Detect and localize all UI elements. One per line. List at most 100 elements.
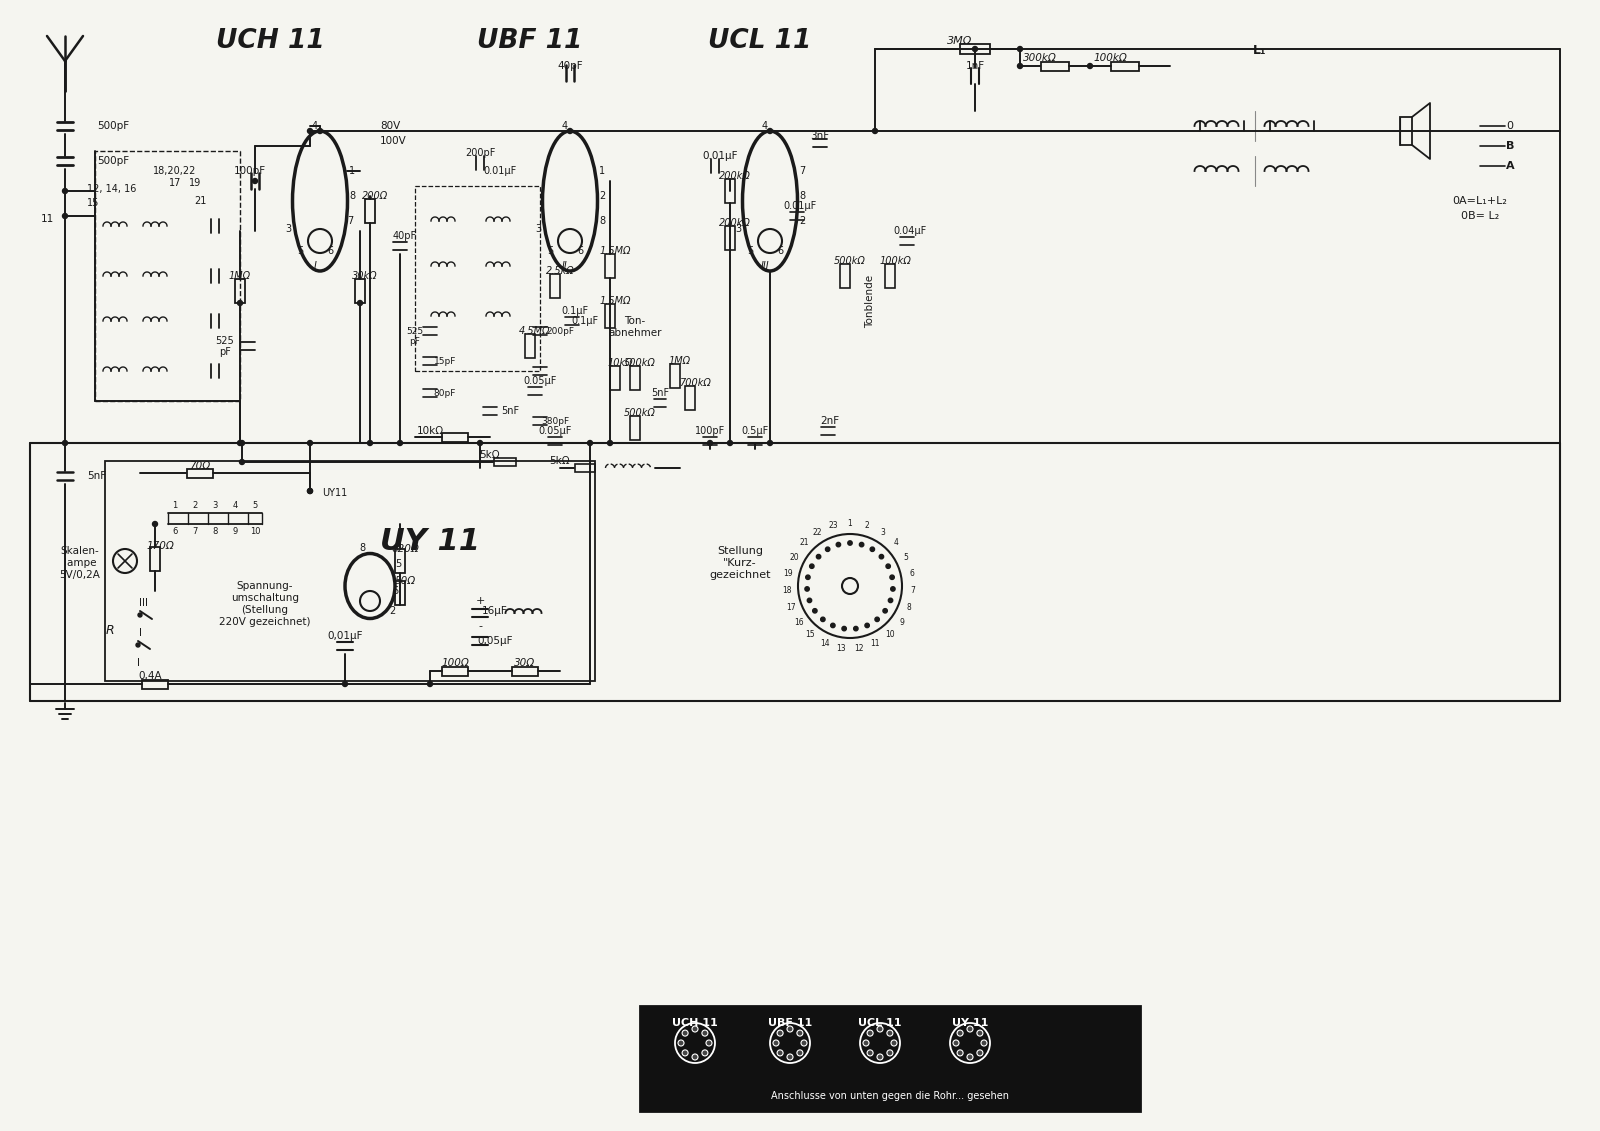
Bar — [574, 464, 595, 472]
Text: 3: 3 — [213, 501, 218, 509]
Circle shape — [62, 440, 67, 446]
Circle shape — [707, 440, 712, 446]
Circle shape — [1018, 63, 1022, 69]
Bar — [960, 44, 990, 54]
Text: 7: 7 — [347, 216, 354, 226]
Text: III: III — [760, 261, 770, 271]
Circle shape — [872, 129, 877, 133]
Circle shape — [253, 179, 258, 183]
Text: 2: 2 — [798, 216, 805, 226]
Circle shape — [1018, 46, 1022, 52]
Text: 0.5μF: 0.5μF — [741, 426, 768, 435]
Text: R: R — [106, 624, 114, 638]
Circle shape — [357, 301, 363, 305]
Text: UCH 11: UCH 11 — [672, 1018, 718, 1028]
Bar — [630, 416, 640, 440]
Text: 100pF: 100pF — [694, 426, 725, 435]
Text: 22: 22 — [813, 528, 822, 537]
Text: L₁: L₁ — [1253, 44, 1267, 58]
Text: 3: 3 — [534, 224, 541, 234]
Text: 6: 6 — [909, 569, 914, 578]
Bar — [235, 279, 245, 303]
Text: 1.5MΩ: 1.5MΩ — [600, 296, 630, 307]
Text: 200Ω: 200Ω — [362, 191, 389, 201]
Text: 10kΩ: 10kΩ — [606, 359, 634, 368]
Text: 16: 16 — [794, 618, 803, 627]
Text: I: I — [136, 658, 139, 668]
Text: 500pF: 500pF — [98, 121, 130, 131]
Text: 7: 7 — [910, 586, 915, 595]
Bar — [442, 666, 467, 675]
Bar — [355, 279, 365, 303]
Text: 100V: 100V — [381, 136, 406, 146]
Text: 19: 19 — [784, 569, 794, 578]
Text: 6: 6 — [326, 247, 333, 256]
Text: 0,01μF: 0,01μF — [328, 631, 363, 641]
Circle shape — [802, 1041, 806, 1046]
Text: 18,20,22: 18,20,22 — [154, 166, 197, 176]
Circle shape — [866, 623, 869, 628]
Circle shape — [787, 1026, 794, 1031]
Text: 0.05μF: 0.05μF — [538, 426, 571, 435]
Text: 2.5kΩ: 2.5kΩ — [546, 266, 574, 276]
Text: 40pF: 40pF — [394, 231, 418, 241]
Text: B: B — [1506, 141, 1514, 152]
Bar — [187, 468, 213, 477]
Text: 2: 2 — [192, 501, 198, 509]
Circle shape — [797, 1030, 803, 1036]
Circle shape — [813, 608, 818, 613]
Text: 200pF: 200pF — [546, 327, 574, 336]
Circle shape — [778, 1050, 782, 1056]
Circle shape — [706, 1041, 712, 1046]
Text: 15: 15 — [86, 198, 99, 208]
Bar — [94, 152, 240, 402]
Text: UY11: UY11 — [322, 487, 347, 498]
Circle shape — [427, 682, 432, 687]
Text: UY 11: UY 11 — [952, 1018, 989, 1028]
Circle shape — [768, 129, 773, 133]
Text: 80pF: 80pF — [434, 389, 456, 397]
Circle shape — [728, 440, 733, 446]
Circle shape — [806, 575, 810, 579]
Text: 0.01μF: 0.01μF — [483, 166, 517, 176]
Text: -: - — [478, 621, 482, 631]
Text: 23: 23 — [829, 521, 838, 529]
Circle shape — [240, 459, 245, 465]
Text: 3: 3 — [285, 224, 291, 234]
Text: 8: 8 — [349, 191, 355, 201]
Circle shape — [805, 587, 810, 592]
Text: 16μF: 16μF — [482, 606, 507, 616]
Text: UCH 11: UCH 11 — [216, 28, 325, 54]
Circle shape — [867, 1050, 874, 1056]
Circle shape — [702, 1050, 707, 1056]
Circle shape — [787, 1054, 794, 1060]
Text: 170Ω: 170Ω — [146, 541, 174, 551]
Text: 6: 6 — [578, 247, 582, 256]
Circle shape — [886, 1050, 893, 1056]
Text: 4: 4 — [312, 121, 318, 131]
Text: A: A — [1506, 161, 1514, 171]
Text: 6: 6 — [392, 586, 398, 596]
Bar — [610, 366, 621, 390]
Text: UCL 11: UCL 11 — [858, 1018, 902, 1028]
Circle shape — [568, 129, 573, 133]
Bar — [550, 274, 560, 297]
Text: 0.01μF: 0.01μF — [784, 201, 816, 211]
Text: abnehmer: abnehmer — [608, 328, 662, 338]
Circle shape — [152, 521, 157, 527]
Text: 0.1μF: 0.1μF — [562, 307, 589, 316]
Circle shape — [880, 554, 883, 559]
Text: 7: 7 — [192, 527, 198, 535]
Bar — [1400, 116, 1413, 145]
Text: umschaltung: umschaltung — [230, 593, 299, 603]
Circle shape — [830, 623, 835, 628]
Circle shape — [1088, 63, 1093, 69]
Text: 1.5MΩ: 1.5MΩ — [600, 247, 630, 256]
Text: 21: 21 — [800, 538, 808, 547]
Text: 10: 10 — [250, 527, 261, 535]
Text: 100Ω: 100Ω — [442, 658, 469, 668]
Circle shape — [691, 1026, 698, 1031]
Text: 6: 6 — [173, 527, 178, 535]
Circle shape — [854, 627, 858, 631]
Text: 700kΩ: 700kΩ — [678, 378, 710, 388]
